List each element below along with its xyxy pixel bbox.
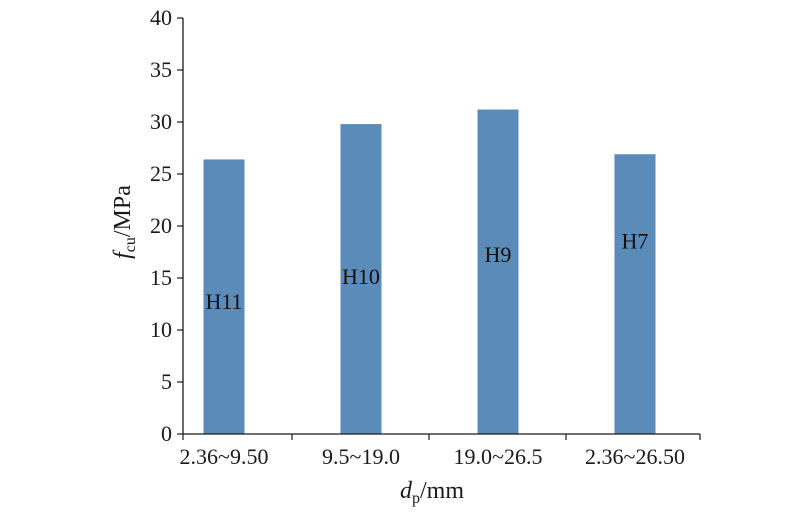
x-tick-label-2: 9.5~19.0	[322, 444, 400, 469]
bar-label-3: H9	[485, 242, 512, 267]
bar-label-4: H7	[622, 229, 649, 254]
x-tick-label-3: 19.0~26.5	[454, 444, 543, 469]
bar-3	[477, 109, 519, 435]
y-tick-label-5: 5	[161, 369, 172, 394]
x-tick-label-4: 2.36~26.50	[585, 444, 685, 469]
bar-1	[203, 159, 245, 434]
y-tick-label-20: 20	[150, 213, 172, 238]
plot-area: 0 5 10 15 20 25 30 35 40 2.36~9.50 9.5~19.0 19.0~26…	[150, 5, 701, 469]
y-tick-label-35: 35	[150, 57, 172, 82]
y-tick-label-15: 15	[150, 265, 172, 290]
bar-4	[614, 154, 656, 435]
y-axis-title-subscript: cu	[122, 237, 139, 252]
bar-label-1: H11	[205, 289, 242, 314]
y-tick-label-0: 0	[161, 421, 172, 446]
y-tick-label-40: 40	[150, 5, 172, 30]
y-tick-label-30: 30	[150, 109, 172, 134]
x-axis-title-subscript: p	[412, 490, 420, 507]
bar-2	[340, 124, 382, 434]
x-axis-title-unit: /mm	[420, 478, 464, 504]
y-axis-title-unit: /MPa	[110, 185, 136, 237]
bar-label-2: H10	[342, 264, 380, 289]
y-tick-label-10: 10	[150, 317, 172, 342]
y-axis-title-symbol: f	[110, 249, 136, 259]
x-tick-label-1: 2.36~9.50	[180, 444, 269, 469]
y-tick-label-25: 25	[150, 161, 172, 186]
x-axis-title-symbol: d	[400, 478, 413, 504]
y-axis-title: fcu/MPa	[110, 185, 139, 259]
x-axis-title: dp/mm	[400, 478, 464, 507]
